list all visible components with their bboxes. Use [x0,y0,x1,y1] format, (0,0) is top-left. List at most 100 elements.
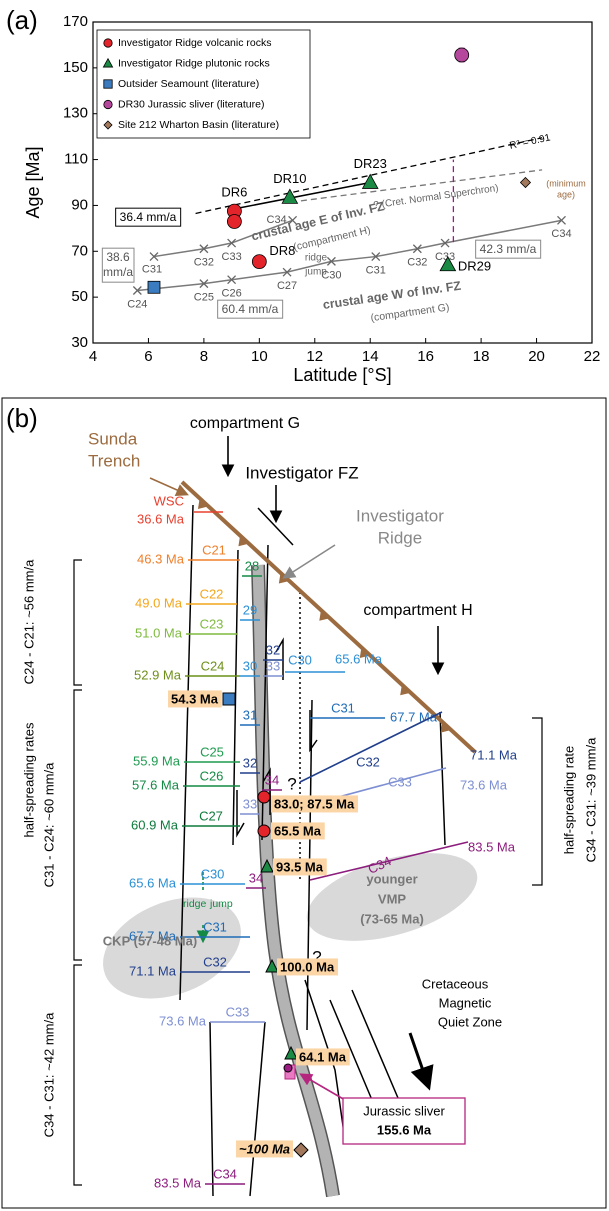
quiet-zone: Cretaceous [422,976,489,991]
trench-tooth [400,684,411,696]
age-label: 71.1 Ma [470,747,518,762]
trench [180,480,477,754]
sample-highlight [271,822,325,840]
x-tick-label: 12 [306,348,323,365]
sample-highlight [236,1140,293,1158]
chron-number: 32 [266,642,280,657]
age-label: 57.6 Ma [132,777,180,792]
profile-line [153,219,293,258]
bracket [73,689,82,961]
age-label: 65.6 Ma [129,875,177,890]
ridge-jump: jump [209,898,233,910]
question-mark: ? [312,947,321,966]
fz-line [209,1021,214,1197]
ckp-area [103,897,241,999]
rate-label: half-spreading rates [21,722,36,837]
legend-label: Investigator Ridge plutonic rocks [118,57,270,69]
annotation: (minimum [546,178,586,188]
annotation: 38.6 [106,250,130,264]
x-axis-label: Latitude [°S] [293,365,391,385]
panel-frame [1,397,607,1209]
bracket [532,717,543,886]
annotation-box [101,247,135,283]
chron-label: C33 [388,774,412,789]
fz-line [179,504,194,1001]
age-label: 49.0 Ma [135,595,183,610]
annotation-box [115,207,182,227]
marker [102,57,114,68]
chron-label: C24 [201,658,225,673]
age-label: 67.7 Ma [129,928,177,943]
anomaly-cross [557,215,566,225]
brackets [73,559,543,1186]
chron-label: C34 [213,1166,237,1181]
profile-line [234,181,371,210]
sample-circle [257,790,271,804]
panel-label: (b) [6,403,38,433]
annotation: ? (Cret. Normal Superchron) [373,183,499,211]
anomaly-label: C34 [551,228,571,240]
question-mark: ? [287,774,296,793]
sample-square [222,692,236,706]
sample-symbols [222,692,309,1158]
x-tick-label: 22 [584,348,601,365]
sample-highlight [273,858,327,876]
anomaly-cross [149,252,159,262]
age-label: 60.9 Ma [131,817,179,832]
fz-line [351,989,399,1099]
age-label: 36.6 Ma [137,511,185,526]
y-tick-label: 90 [71,196,88,213]
anomaly-label: C24 [127,298,147,310]
age-label: 51.0 Ma [135,625,183,640]
annotation: 42.3 mm/a [480,242,537,256]
shear-arrow [275,637,284,680]
chron-label: C23 [200,616,224,631]
marker [361,173,379,189]
x-tick-label: 20 [528,348,545,365]
chron-label: C21 [202,542,226,557]
anomaly-label: C27 [277,280,297,292]
chron-label: C33 [226,1004,250,1019]
y-tick-label: 30 [71,334,88,351]
marker [454,47,470,63]
y-tick-label: 150 [63,59,88,76]
annotation: mm/a [103,265,133,279]
vmp-label: younger [366,871,417,886]
age-label: 65.6 Ma [335,651,383,666]
annotation: (compartment G) [370,301,450,324]
shear-arrow [236,790,245,838]
isochron [309,841,469,881]
legend-label: Outsider Seamount (literature) [118,78,259,90]
anomaly-cross [326,256,336,266]
sample-age: 54.3 Ma [171,691,219,706]
chron-label: WSC [154,493,184,508]
trench-tooth [238,535,249,547]
compartment-label: compartment H [363,602,472,619]
marker [251,254,267,270]
anomaly-cross [371,252,381,262]
vmp-label: VMP [378,891,407,906]
sample-triangle [260,858,274,873]
chron-number: 33 [243,796,257,811]
legend-label: Site 212 Wharton Basin (literature) [118,119,279,131]
anomaly-cross [132,286,142,295]
point-label: DR23 [354,156,387,171]
fz-label: Investigator FZ [245,463,358,482]
ridge-label: Ridge [378,528,422,547]
trench-label: Trench [88,451,140,470]
y-tick-label: 50 [71,288,88,305]
sample-triangle [284,1045,298,1060]
sample-age: 64.1 Ma [299,1049,347,1064]
isochron [299,711,443,783]
rate-label: C34 - C31: ~39 mm/a [583,737,598,862]
chron-label: C22 [200,586,224,601]
chron-number: 29 [243,602,257,617]
rate-label: C34 - C31: ~42 mm/a [41,1012,56,1137]
age-label: 71.1 Ma [129,963,177,978]
x-tick-label: 6 [144,348,152,365]
anomaly-cross [199,244,209,254]
point-label: DR6 [221,185,247,200]
arrow [408,1032,434,1091]
arrow [299,1073,346,1101]
age-label: 83.5 Ma [468,839,516,854]
